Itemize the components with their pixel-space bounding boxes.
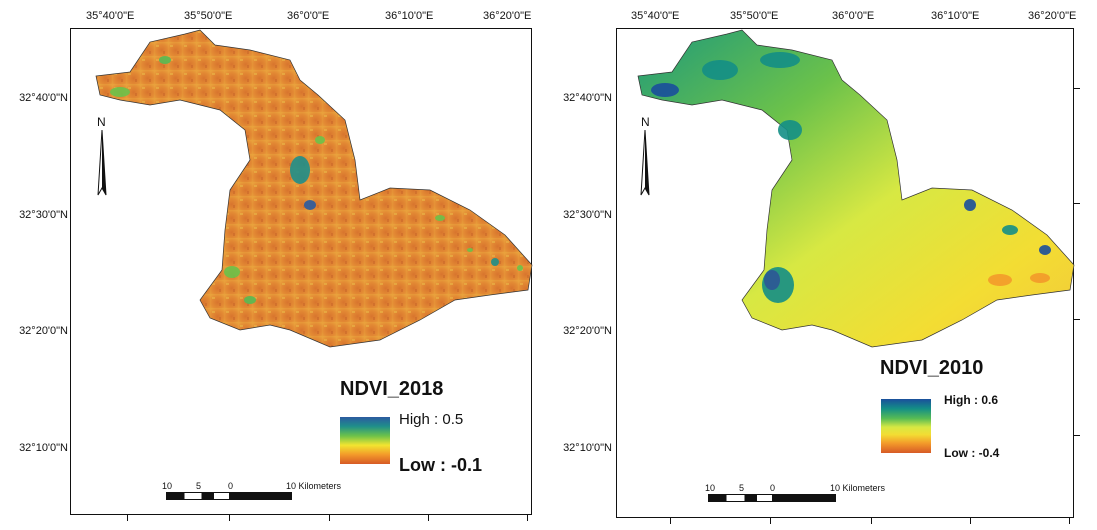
lat-label: 32°10'0"N <box>563 442 612 454</box>
map-title: NDVI_2010 <box>880 357 984 379</box>
lat-label: 32°30'0"N <box>19 209 68 221</box>
ndvi-raster-2010 <box>637 29 1075 348</box>
legend-high: High : 0.5 <box>399 411 464 428</box>
lat-label: 32°30'0"N <box>563 209 612 221</box>
lon-label: 36°0'0"E <box>832 10 875 22</box>
north-label: N <box>641 115 650 129</box>
lat-label: 32°40'0"N <box>19 92 68 104</box>
lon-label: 36°0'0"E <box>287 10 330 22</box>
lon-label: 36°20'0"E <box>483 10 532 22</box>
scale-label: 10 <box>705 483 716 493</box>
map-panel-2018: 35°40'0"E 35°50'0"E 36°0'0"E 36°10'0"E 3… <box>0 0 540 530</box>
axis-tick <box>229 515 230 521</box>
axis-tick <box>1074 88 1080 89</box>
scale-label: 5 <box>739 483 745 493</box>
axis-tick <box>770 518 771 524</box>
lat-label: 32°10'0"N <box>19 442 68 454</box>
scale-label: 5 <box>196 481 202 491</box>
north-arrow-icon <box>97 129 107 196</box>
lon-label: 36°20'0"E <box>1028 10 1077 22</box>
scale-label: 10 <box>162 481 173 491</box>
axis-tick <box>1074 435 1080 436</box>
scale-label: 0 <box>228 481 234 491</box>
vegetation-patches <box>651 52 1051 303</box>
axis-tick <box>970 518 971 524</box>
map-panel-2010: 35°40'0"E 35°50'0"E 36°0'0"E 36°10'0"E 3… <box>540 0 1097 530</box>
scale-label: 10 Kilometers <box>830 483 886 493</box>
scale-bar <box>166 492 292 500</box>
lat-label: 32°40'0"N <box>563 92 612 104</box>
legend-ramp <box>881 399 931 453</box>
lon-label: 35°40'0"E <box>631 10 680 22</box>
lat-label: 32°20'0"N <box>563 325 612 337</box>
axis-tick <box>1074 203 1080 204</box>
lon-label: 36°10'0"E <box>385 10 434 22</box>
vegetation-patches <box>110 56 523 304</box>
axis-tick <box>1069 518 1070 524</box>
axis-tick <box>127 515 128 521</box>
lon-label: 35°50'0"E <box>184 10 233 22</box>
lat-label: 32°20'0"N <box>19 325 68 337</box>
lon-label: 35°50'0"E <box>730 10 779 22</box>
legend-ramp <box>340 417 390 464</box>
axis-tick <box>871 518 872 524</box>
legend-low: Low : -0.1 <box>399 455 483 475</box>
north-arrow-icon <box>640 129 650 196</box>
axis-tick <box>428 515 429 521</box>
ndvi-raster-2018 <box>95 29 533 348</box>
legend-low: Low : -0.4 <box>944 446 1000 460</box>
lon-label: 36°10'0"E <box>931 10 980 22</box>
lon-label: 35°40'0"E <box>86 10 135 22</box>
scale-label: 10 Kilometers <box>286 481 342 491</box>
axis-tick <box>1074 319 1080 320</box>
scale-bar <box>708 494 836 502</box>
scale-label: 0 <box>770 483 776 493</box>
axis-tick <box>670 518 671 524</box>
legend-high: High : 0.6 <box>944 393 999 407</box>
axis-tick <box>329 515 330 521</box>
axis-tick <box>527 515 528 521</box>
north-label: N <box>97 115 106 129</box>
map-title: NDVI_2018 <box>340 378 444 400</box>
